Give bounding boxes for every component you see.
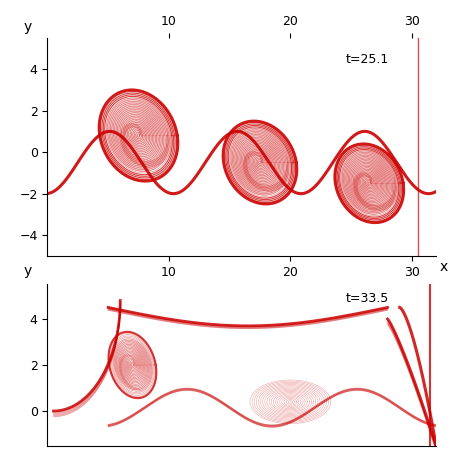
Text: t=33.5: t=33.5 xyxy=(346,292,390,305)
X-axis label: x: x xyxy=(440,260,448,274)
Y-axis label: y: y xyxy=(24,264,32,278)
Text: t=25.1: t=25.1 xyxy=(346,53,390,66)
Y-axis label: y: y xyxy=(24,19,32,34)
